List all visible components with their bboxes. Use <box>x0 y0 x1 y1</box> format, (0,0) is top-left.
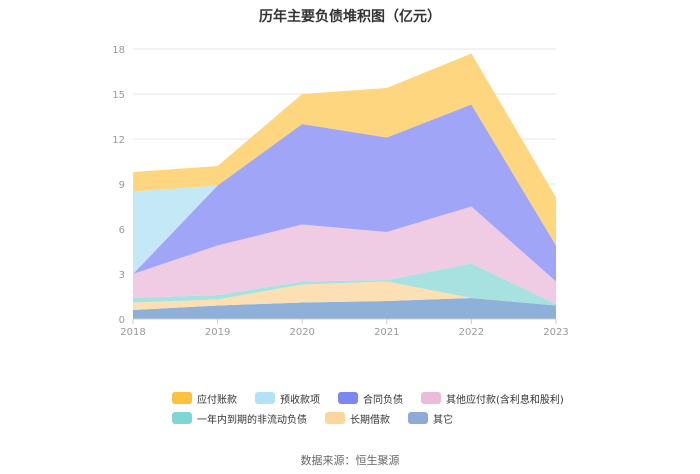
x-tick-label: 2023 <box>543 327 568 338</box>
area-series <box>133 206 556 304</box>
y-tick-label: 12 <box>112 135 125 146</box>
legend-item-other[interactable]: 其它 <box>408 411 453 426</box>
legend-swatch <box>172 412 192 424</box>
x-tick-label: 2019 <box>205 327 230 338</box>
y-tick-label: 6 <box>119 225 125 236</box>
legend-item-other-payables[interactable]: 其他应付款(含利息和股利) <box>421 391 564 406</box>
legend-label: 其它 <box>433 414 453 426</box>
y-tick-label: 0 <box>119 315 125 326</box>
area-series <box>133 281 556 310</box>
y-tick-label: 9 <box>119 180 125 191</box>
legend-item-payables[interactable]: 应付账款 <box>172 391 237 406</box>
area-series <box>133 263 556 306</box>
area-series <box>133 53 556 246</box>
legend: 应付账款 预收款项 合同负债 其他应付款(含利息和股利) 一年内到期的非流动负债… <box>172 388 592 428</box>
x-tick-label: 2022 <box>459 327 484 338</box>
legend-row-2: 一年内到期的非流动负债 长期借款 其它 <box>172 408 592 428</box>
x-tick-label: 2018 <box>120 327 145 338</box>
axis-layer: 0 3 6 9 12 15 18 2018 2019 2020 2021 2022 2023 <box>112 45 568 338</box>
x-tick-label: 2021 <box>374 327 399 338</box>
legend-swatch <box>255 392 275 404</box>
legend-swatch <box>338 392 358 404</box>
y-tick-label: 15 <box>112 90 125 101</box>
legend-swatch <box>325 412 345 424</box>
chart-plot-area: 0 3 6 9 12 15 18 2018 2019 2020 2021 2022 2023 <box>112 45 568 338</box>
y-tick-label: 18 <box>112 45 125 56</box>
area-series <box>133 298 556 319</box>
y-tick-label: 3 <box>119 270 125 281</box>
legend-label: 长期借款 <box>350 414 390 426</box>
area-layer <box>133 53 556 319</box>
legend-item-current-noncurrent[interactable]: 一年内到期的非流动负债 <box>172 411 307 426</box>
chart-title: 历年主要负债堆积图（亿元） <box>259 9 441 25</box>
legend-swatch <box>172 392 192 404</box>
area-series <box>133 104 556 282</box>
legend-label: 预收款项 <box>280 394 320 406</box>
legend-label: 一年内到期的非流动负债 <box>197 414 307 426</box>
legend-label: 应付账款 <box>197 394 237 406</box>
legend-swatch <box>408 412 428 424</box>
legend-swatch <box>421 392 441 404</box>
legend-label: 合同负债 <box>363 394 403 406</box>
legend-item-long-term-loans[interactable]: 长期借款 <box>325 411 390 426</box>
legend-row-1: 应付账款 预收款项 合同负债 其他应付款(含利息和股利) <box>172 388 592 408</box>
x-tick-label: 2020 <box>289 327 314 338</box>
legend-label: 其他应付款(含利息和股利) <box>446 394 564 406</box>
legend-item-contract-liabilities[interactable]: 合同负债 <box>338 391 403 406</box>
legend-item-advance-receipts[interactable]: 预收款项 <box>255 391 320 406</box>
data-source-note: 数据来源：恒生聚源 <box>300 454 400 467</box>
